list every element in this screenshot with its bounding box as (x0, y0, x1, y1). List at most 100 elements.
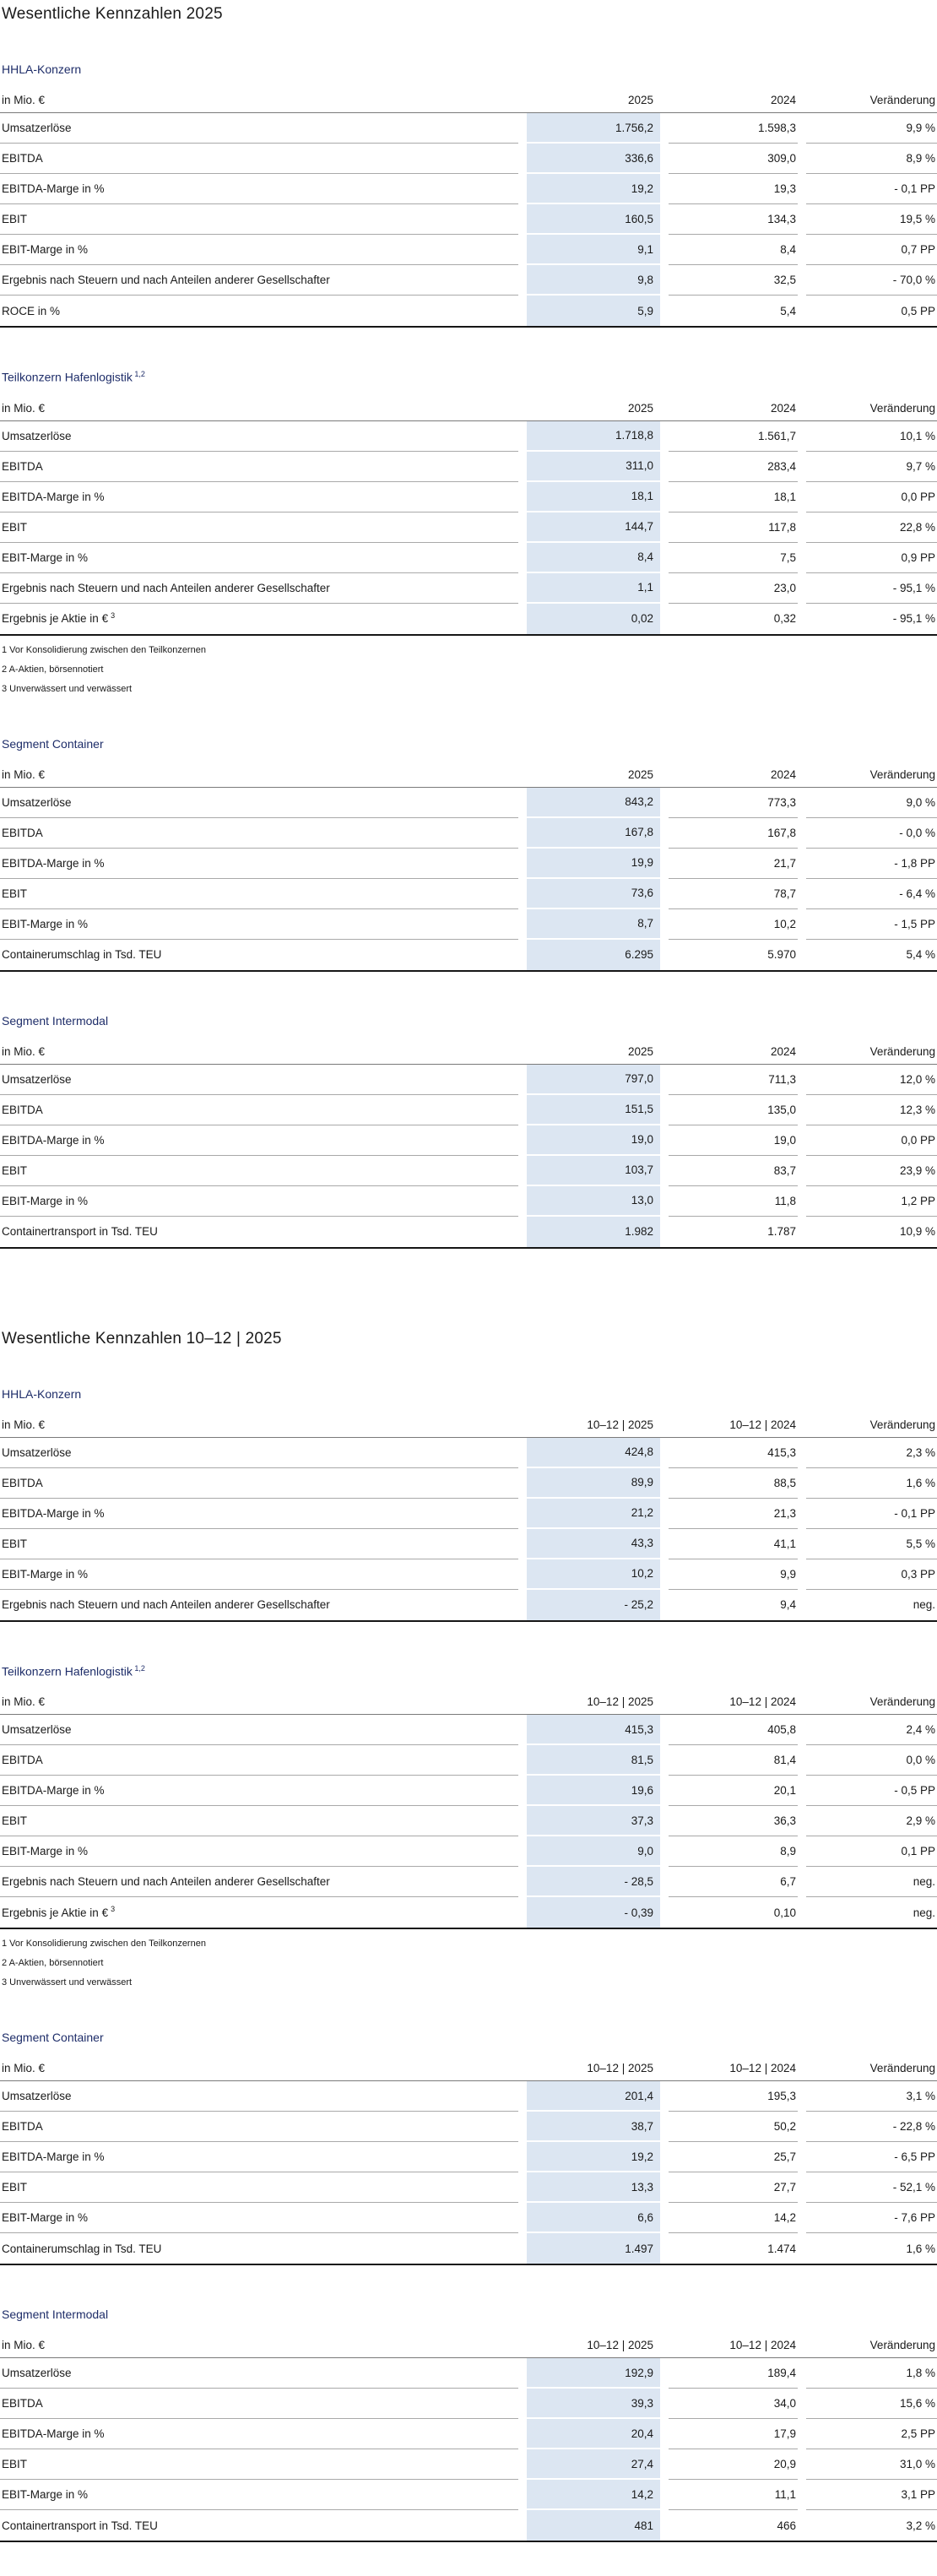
row-label-text: EBITDA (2, 2397, 43, 2411)
table-heading: Segment Container (0, 2031, 937, 2044)
kpi-table: in Mio. € 10–12 | 2025 10–12 | 2024 Verä… (0, 1686, 937, 1930)
table-header-row: in Mio. € 2025 2024 Veränderung (0, 393, 937, 421)
row-label-text: Umsatzerlöse (2, 795, 72, 809)
row-label: Ergebnis nach Steuern und nach Anteilen … (0, 1590, 518, 1620)
value-current-period: 144,7 (527, 512, 660, 543)
row-label: EBITDA (0, 1468, 518, 1499)
value-change: 12,0 % (806, 1065, 937, 1095)
row-label: Umsatzerlöse (0, 1065, 518, 1095)
table-row: Ergebnis je Aktie in €3 0,02 0,32 - 95,1… (0, 603, 937, 634)
value-current-period: 10,2 (527, 1559, 660, 1590)
value-prior-period: 1.787 (767, 1225, 796, 1239)
value-change: 9,7 % (806, 452, 937, 482)
row-label: EBIT-Marge in % (0, 2203, 518, 2234)
column-header-unit: in Mio. € (2, 1695, 46, 1709)
value-change: - 95,1 % (806, 573, 937, 604)
row-label: Umsatzerlöse (0, 788, 518, 818)
column-header-current-period: 10–12 | 2025 (587, 2339, 653, 2352)
row-label-text: Containerumschlag in Tsd. TEU (2, 2242, 162, 2255)
value-change: 23,9 % (806, 1156, 937, 1186)
column-header-change: Veränderung (869, 2062, 935, 2075)
value-change: 3,2 % (906, 2519, 935, 2532)
kpi-table-block: HHLA-Konzern in Mio. € 2025 2024 Verände… (0, 62, 937, 328)
value-prior-period: 415,3 (669, 1438, 798, 1468)
value-prior-period: 11,8 (669, 1186, 798, 1217)
row-label-text: EBIT (2, 1537, 28, 1550)
value-current-period: 73,6 (527, 878, 660, 909)
table-row: EBITDA 151,5 135,0 12,3 % (0, 1094, 937, 1125)
value-prior-period: 50,2 (669, 2112, 798, 2143)
value-prior-period: 41,1 (669, 1529, 798, 1559)
table-header-row: in Mio. € 10–12 | 2025 10–12 | 2024 Verä… (0, 2053, 937, 2082)
row-label-text: EBIT (2, 2458, 28, 2471)
table-heading-text: Segment Container (2, 2031, 104, 2045)
kpi-table: in Mio. € 2025 2024 Veränderung Umsatzer… (0, 759, 937, 972)
value-change: 31,0 % (806, 2449, 937, 2481)
table-heading-text: Segment Intermodal (2, 1013, 109, 1028)
table-row: EBITDA-Marge in % 19,9 21,7 - 1,8 PP (0, 848, 937, 879)
table-row: EBITDA-Marge in % 18,1 18,1 0,0 PP (0, 481, 937, 512)
table-heading: HHLA-Konzern (0, 62, 937, 76)
footnote: 3 Unverwässert und verwässert (2, 683, 133, 694)
kpi-table: in Mio. € 10–12 | 2025 10–12 | 2024 Verä… (0, 2053, 937, 2266)
kpi-table: in Mio. € 2025 2024 Veränderung Umsatzer… (0, 1036, 937, 1249)
value-current-period: 8,4 (527, 542, 660, 573)
kpi-table-block: Segment Container in Mio. € 10–12 | 2025… (0, 2031, 937, 2266)
value-current-period: 9,8 (527, 265, 660, 296)
column-header-change: Veränderung (869, 94, 935, 106)
row-label: EBITDA (0, 2389, 518, 2420)
table-header-row: in Mio. € 2025 2024 Veränderung (0, 1036, 937, 1065)
value-prior-period: 36,3 (669, 1806, 798, 1837)
row-label-text: EBIT-Marge in % (2, 2211, 89, 2225)
table-bottom-rule (0, 969, 937, 972)
row-label-text: EBITDA-Marge in % (2, 490, 105, 503)
row-footnote-marker: 3 (111, 610, 116, 620)
table-row: EBIT-Marge in % 9,0 8,9 0,1 PP (0, 1836, 937, 1868)
table-heading: Teilkonzern Hafenlogistik 1,2 (0, 1664, 937, 1678)
table-row: Ergebnis je Aktie in €3 - 0,39 0,10 neg. (0, 1897, 937, 1928)
table-row: Containerumschlag in Tsd. TEU 1.497 1.47… (0, 2233, 937, 2264)
row-label: EBIT (0, 879, 518, 909)
row-label-text: Ergebnis je Aktie in € (2, 612, 109, 626)
table-bottom-rule (0, 2264, 937, 2266)
table-header-row: in Mio. € 2025 2024 Veränderung (0, 759, 937, 788)
value-current-period: 43,3 (527, 1528, 660, 1559)
table-heading-text: Teilkonzern Hafenlogistik (2, 1664, 133, 1678)
value-prior-period: 88,5 (669, 1468, 798, 1499)
value-prior-period: 0,10 (773, 1906, 796, 1919)
table-row: EBITDA-Marge in % 20,4 17,9 2,5 PP (0, 2419, 937, 2450)
row-label: EBIT (0, 1529, 518, 1559)
value-change: 1,2 PP (806, 1186, 937, 1217)
table-header-row: in Mio. € 10–12 | 2025 10–12 | 2024 Verä… (0, 1686, 937, 1716)
value-change: 19,5 % (806, 204, 937, 235)
row-label-text: EBIT (2, 887, 28, 900)
value-current-period: 14,2 (527, 2480, 660, 2511)
table-bottom-rule (0, 326, 937, 328)
table-body: Umsatzerlöse 1.718,8 1.561,7 10,1 % EBIT… (0, 420, 937, 634)
value-current-period: 201,4 (527, 2081, 660, 2112)
table-body: Umsatzerlöse 201,4 195,3 3,1 % EBITDA 38… (0, 2081, 937, 2264)
row-label-text: EBIT (2, 213, 28, 225)
column-header-current-period: 10–12 | 2025 (587, 1418, 653, 1431)
row-label-text: EBITDA-Marge in % (2, 2150, 105, 2164)
row-label: EBIT (0, 1806, 518, 1837)
row-label-text: EBIT-Marge in % (2, 550, 89, 564)
value-change: 2,9 % (806, 1806, 937, 1837)
report-section: Wesentliche Kennzahlen 10–12 | 2025 HHLA… (0, 1330, 937, 2543)
row-label-text: EBITDA (2, 459, 43, 473)
value-change: 1,6 % (906, 2242, 935, 2255)
row-label-text: EBITDA-Marge in % (2, 182, 105, 195)
value-prior-period: 117,8 (669, 512, 798, 543)
row-footnote-marker: 3 (111, 1905, 116, 1914)
value-prior-period: 20,9 (669, 2449, 798, 2481)
value-change: 0,1 PP (806, 1836, 937, 1868)
value-current-period: 19,2 (527, 2142, 660, 2173)
value-prior-period: 21,7 (669, 849, 798, 879)
value-current-period: 5,9 (527, 296, 660, 326)
row-label: EBITDA (0, 818, 518, 849)
value-change: 2,4 % (806, 1715, 937, 1746)
footnote: 2 A-Aktien, börsennotiert (2, 1958, 104, 1969)
value-prior-period: 773,3 (669, 788, 798, 818)
table-row: Containerumschlag in Tsd. TEU 6.295 5.97… (0, 939, 937, 970)
section-title: Wesentliche Kennzahlen 2025 (2, 5, 223, 23)
